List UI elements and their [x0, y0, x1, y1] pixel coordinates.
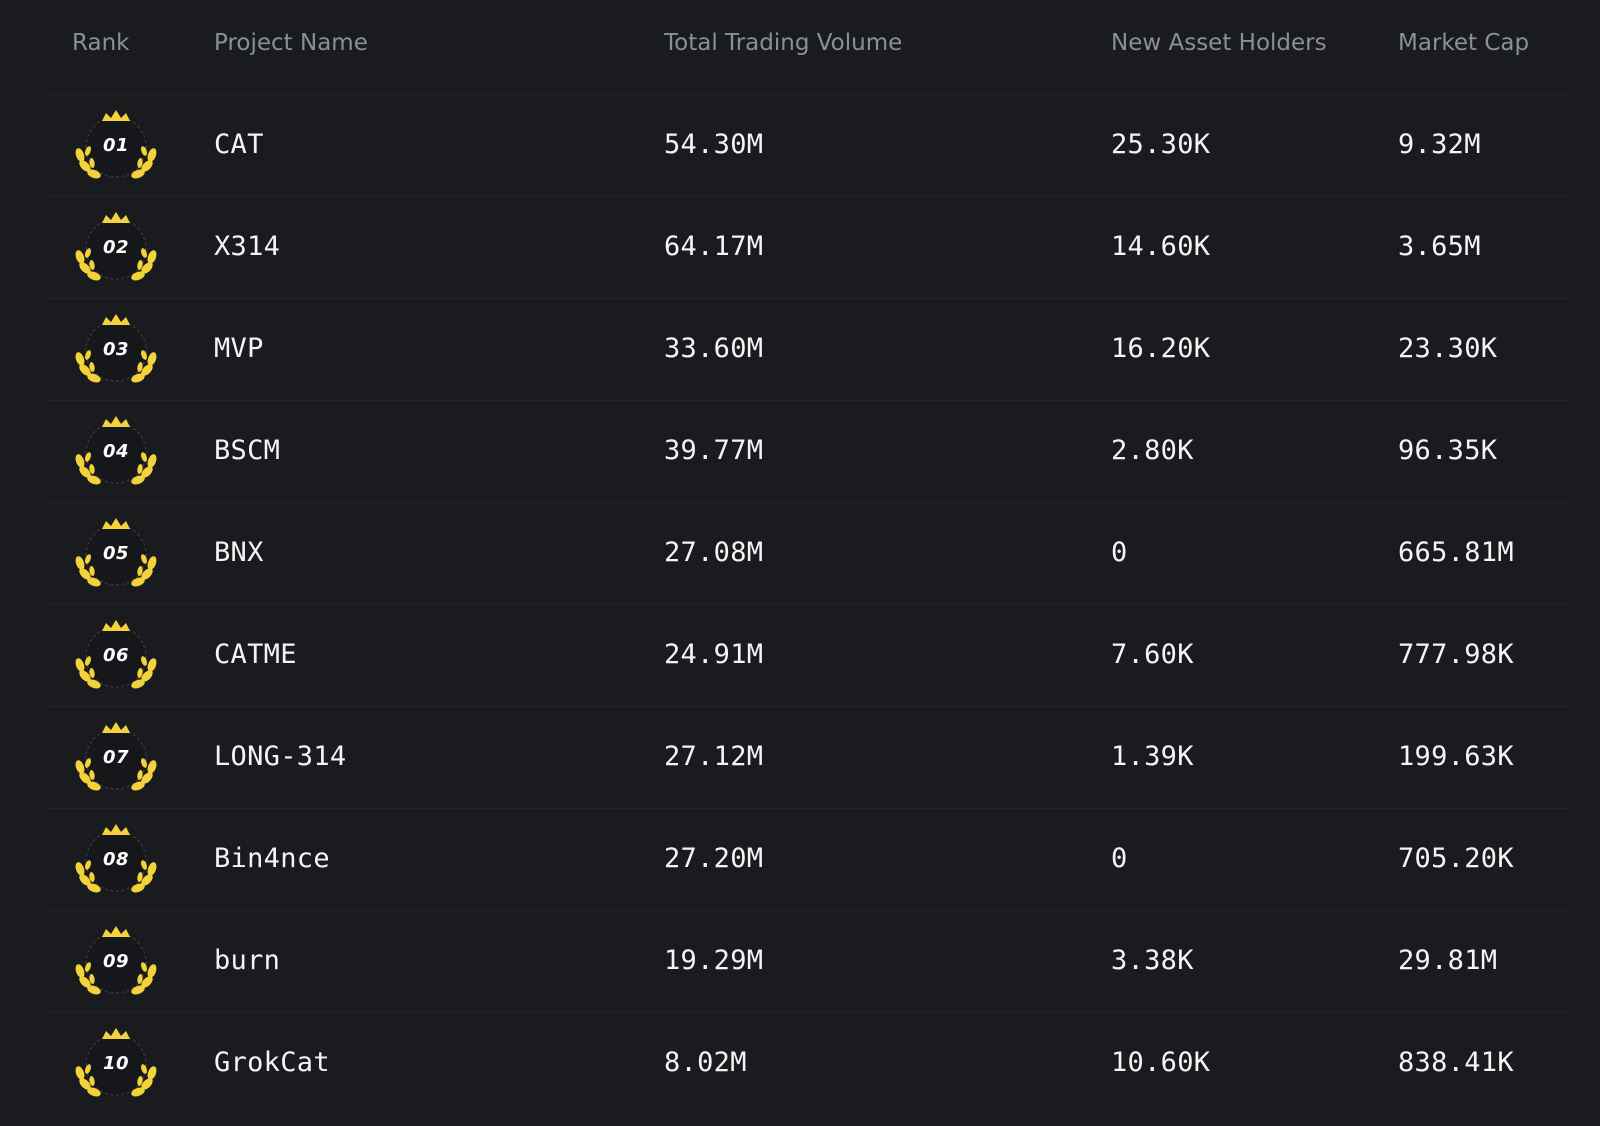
- laurel-crown-badge-icon: 06: [72, 619, 160, 693]
- table-row[interactable]: 03 MVP 33.60M 16.20K 23.30K: [44, 299, 1572, 401]
- rank-number: 05: [102, 543, 130, 564]
- market-cap: 199.63K: [1398, 741, 1514, 772]
- market-cap: 838.41K: [1398, 1047, 1514, 1078]
- laurel-crown-badge-icon: 07: [72, 721, 160, 795]
- rank-number: 06: [102, 645, 130, 666]
- new-asset-holders: 14.60K: [1111, 231, 1211, 262]
- new-asset-holders: 0: [1111, 843, 1128, 874]
- header-rank[interactable]: Rank: [72, 30, 130, 56]
- leaderboard-table: Rank Project Name Total Trading Volume N…: [44, 0, 1572, 1114]
- total-trading-volume: 8.02M: [664, 1047, 747, 1078]
- new-asset-holders: 25.30K: [1111, 129, 1211, 160]
- header-project-name[interactable]: Project Name: [214, 30, 368, 56]
- total-trading-volume: 27.12M: [664, 741, 764, 772]
- new-asset-holders: 7.60K: [1111, 639, 1194, 670]
- market-cap: 29.81M: [1398, 945, 1498, 976]
- rank-number: 03: [102, 339, 130, 360]
- rank-number: 10: [102, 1053, 130, 1074]
- market-cap: 23.30K: [1398, 333, 1498, 364]
- table-row[interactable]: 07 LONG-314 27.12M 1.39K 199.63K: [44, 707, 1572, 809]
- table-row[interactable]: 05 BNX 27.08M 0 665.81M: [44, 503, 1572, 605]
- market-cap: 3.65M: [1398, 231, 1481, 262]
- total-trading-volume: 19.29M: [664, 945, 764, 976]
- laurel-crown-badge-icon: 03: [72, 313, 160, 387]
- project-name[interactable]: BNX: [214, 537, 264, 568]
- project-name[interactable]: LONG-314: [214, 741, 347, 772]
- table-row[interactable]: 04 BSCM 39.77M 2.80K 96.35K: [44, 401, 1572, 503]
- laurel-crown-badge-icon: 08: [72, 823, 160, 897]
- total-trading-volume: 39.77M: [664, 435, 764, 466]
- laurel-crown-badge-icon: 09: [72, 925, 160, 999]
- table-row[interactable]: 01 CAT 54.30M 25.30K 9.32M: [44, 95, 1572, 197]
- project-name[interactable]: CAT: [214, 129, 264, 160]
- market-cap: 777.98K: [1398, 639, 1514, 670]
- new-asset-holders: 0: [1111, 537, 1128, 568]
- new-asset-holders: 16.20K: [1111, 333, 1211, 364]
- total-trading-volume: 24.91M: [664, 639, 764, 670]
- project-name[interactable]: BSCM: [214, 435, 281, 466]
- total-trading-volume: 54.30M: [664, 129, 764, 160]
- project-name[interactable]: MVP: [214, 333, 264, 364]
- rank-number: 02: [102, 237, 130, 258]
- market-cap: 9.32M: [1398, 129, 1481, 160]
- project-name[interactable]: Bin4nce: [214, 843, 330, 874]
- total-trading-volume: 33.60M: [664, 333, 764, 364]
- laurel-crown-badge-icon: 02: [72, 211, 160, 285]
- laurel-crown-badge-icon: 05: [72, 517, 160, 591]
- market-cap: 665.81M: [1398, 537, 1514, 568]
- total-trading-volume: 64.17M: [664, 231, 764, 262]
- project-name[interactable]: X314: [214, 231, 281, 262]
- header-market-cap[interactable]: Market Cap: [1398, 30, 1530, 56]
- project-name[interactable]: GrokCat: [214, 1047, 330, 1078]
- table-row[interactable]: 06 CATME 24.91M 7.60K 777.98K: [44, 605, 1572, 707]
- table-header: Rank Project Name Total Trading Volume N…: [44, 0, 1572, 95]
- table-row[interactable]: 08 Bin4nce 27.20M 0 705.20K: [44, 809, 1572, 911]
- project-name[interactable]: CATME: [214, 639, 297, 670]
- new-asset-holders: 2.80K: [1111, 435, 1194, 466]
- total-trading-volume: 27.20M: [664, 843, 764, 874]
- new-asset-holders: 1.39K: [1111, 741, 1194, 772]
- table-row[interactable]: 09 burn 19.29M 3.38K 29.81M: [44, 911, 1572, 1013]
- table-row[interactable]: 10 GrokCat 8.02M 10.60K 838.41K: [44, 1013, 1572, 1114]
- rank-number: 04: [102, 441, 130, 462]
- table-row[interactable]: 02 X314 64.17M 14.60K 3.65M: [44, 197, 1572, 299]
- project-name[interactable]: burn: [214, 945, 281, 976]
- total-trading-volume: 27.08M: [664, 537, 764, 568]
- new-asset-holders: 10.60K: [1111, 1047, 1211, 1078]
- new-asset-holders: 3.38K: [1111, 945, 1194, 976]
- rank-number: 07: [102, 747, 130, 768]
- header-new-asset-holders[interactable]: New Asset Holders: [1111, 30, 1327, 56]
- laurel-crown-badge-icon: 04: [72, 415, 160, 489]
- header-total-trading-volume[interactable]: Total Trading Volume: [664, 30, 903, 56]
- rank-number: 08: [102, 849, 130, 870]
- rank-number: 09: [102, 951, 130, 972]
- table-body: 01 CAT 54.30M 25.30K 9.32M 02 X314 64.17M 14.60…: [44, 95, 1572, 1114]
- laurel-crown-badge-icon: 01: [72, 109, 160, 183]
- laurel-crown-badge-icon: 10: [72, 1027, 160, 1101]
- rank-number: 01: [102, 135, 130, 156]
- market-cap: 705.20K: [1398, 843, 1514, 874]
- market-cap: 96.35K: [1398, 435, 1498, 466]
